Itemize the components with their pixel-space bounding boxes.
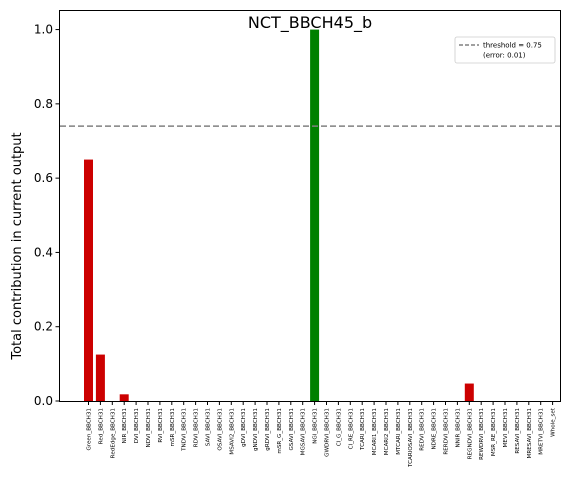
x-tick-label: REGNDVI_BBCH31: [467, 408, 473, 460]
y-tick-label: 0.8: [34, 97, 53, 111]
y-tick-label: 0.2: [34, 320, 53, 334]
x-tick-label: TNDVI_BBCH31: [182, 408, 188, 452]
x-tick-label: gDVI_BBCH31: [241, 408, 247, 447]
bar-NIR_BBCH31: [119, 394, 129, 401]
y-tick-label: 0.6: [34, 171, 53, 185]
bar-Green_BBCH31: [84, 159, 93, 401]
x-tick-label: GSAVI_BBCH31: [289, 408, 295, 451]
y-tick-label: 0.4: [34, 245, 53, 259]
x-tick-label: Green_BBCH31: [87, 408, 93, 451]
x-tick-label: SAVI_BBCH31: [206, 408, 212, 447]
x-tick-label: mSR_G_BBCH31: [277, 408, 283, 454]
x-tick-label: NIR_BBCH31: [122, 408, 128, 444]
x-tick-label: NDRE_BBCH31: [432, 408, 438, 450]
chart-title: NCT_BBCH45_b: [248, 13, 372, 33]
x-tick-label: OSAVI_BBCH31: [217, 408, 223, 451]
x-tick-label: NDVI_BBCH31: [146, 408, 152, 448]
legend-box: [454, 36, 556, 64]
x-tick-label: TCARI_BBCH31: [360, 408, 366, 451]
x-tick-label: MCARI1_BBCH31: [372, 408, 378, 456]
x-tick-label: gRDVI_BBCH31: [265, 408, 271, 451]
x-tick-label: MRESAVI_BBCH31: [527, 408, 533, 459]
x-tick-label: MTCARI_BBCH31: [396, 408, 402, 455]
x-tick-label: REDVI_BBCH31: [420, 408, 426, 451]
legend-label-line2: (error: 0.01): [483, 52, 526, 60]
legend-label-line1: threshold = 0.75: [483, 42, 542, 50]
x-tick-label: TCARIOSAVI_BBCH31: [408, 408, 414, 468]
plot-frame: [59, 10, 561, 402]
x-tick-label: NGI_BBCH31: [313, 408, 319, 444]
x-tick-label: REWDRVI_BBCH31: [479, 408, 485, 460]
x-axis-ticks: Green_BBCH31 Red_BBCH31 RedEdge_BBCH31 NIR_…: [87, 401, 557, 468]
x-tick-label: MRETVI_BBCH31: [539, 408, 545, 455]
y-tick-label: 1.0: [34, 23, 53, 37]
x-tick-label: DVI_BBCH31: [134, 408, 140, 444]
x-tick-label: RERDVI_BBCH31: [444, 408, 450, 455]
x-tick-label: MSAVI2_BBCH31: [229, 408, 235, 455]
bars-group: [84, 29, 474, 401]
y-tick-label: 0.0: [34, 394, 53, 408]
bar-Red_BBCH31: [95, 354, 105, 401]
x-tick-label: GWDRVI_BBCH31: [325, 408, 331, 457]
x-tick-label: RedEdge_BBCH31: [110, 408, 116, 459]
x-tick-label: CI_G_BBCH31: [336, 408, 342, 447]
x-tick-label: RVI_BBCH31: [158, 408, 164, 443]
x-tick-label: MSR_RE_BBCH31: [491, 408, 497, 457]
x-tick-label: MCARI2_BBCH31: [384, 408, 390, 456]
x-tick-label: Whole_set: [551, 407, 557, 437]
x-tick-label: RESAVI_BBCH31: [515, 408, 521, 454]
x-tick-label: RDVI_BBCH31: [194, 408, 200, 448]
x-tick-label: CI_RE_BBCH31: [348, 408, 354, 450]
x-tick-label: MEVI_BBCH31: [503, 408, 509, 448]
x-tick-label: MGSAVI_BBCH31: [301, 408, 307, 456]
y-axis-label: Total contribution in current output: [10, 132, 25, 360]
x-tick-label: Red_BBCH31: [98, 408, 104, 445]
bar-NGI_BBCH31: [310, 29, 320, 401]
x-tick-label: gNDVI_BBCH31: [253, 408, 259, 451]
x-tick-label: NNIR_BBCH31: [455, 408, 461, 448]
x-tick-label: mSR_BBCH31: [170, 408, 176, 447]
legend: threshold = 0.75 (error: 0.01): [454, 36, 556, 64]
bar-REGNDVI_BBCH31: [464, 383, 474, 401]
y-axis-ticks: 0.0 0.2 0.4 0.6 0.8 1.0: [34, 23, 60, 408]
